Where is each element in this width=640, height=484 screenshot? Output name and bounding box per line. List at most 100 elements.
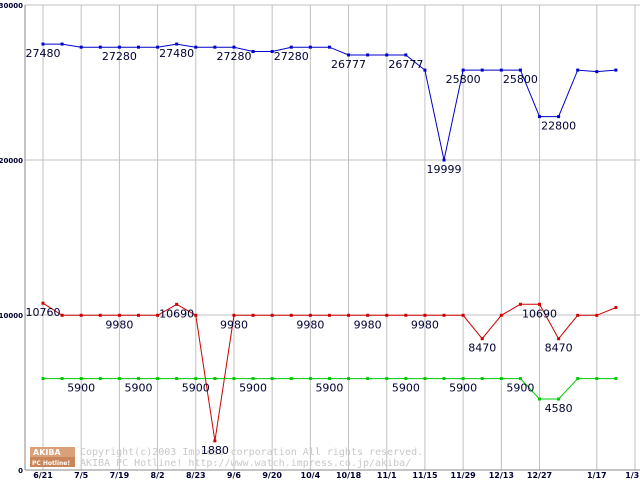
series-point-0 bbox=[442, 158, 446, 162]
series-point-1 bbox=[499, 313, 503, 317]
data-label: 26777 bbox=[388, 58, 423, 71]
series-point-0 bbox=[60, 42, 64, 46]
series-point-2 bbox=[156, 377, 160, 381]
series-point-0 bbox=[327, 45, 331, 49]
data-label: 5900 bbox=[315, 382, 343, 395]
x-tick-label: 7/5 bbox=[74, 471, 88, 480]
series-point-0 bbox=[423, 68, 427, 72]
series-point-0 bbox=[595, 70, 599, 74]
series-point-1 bbox=[194, 313, 198, 317]
data-label: 27280 bbox=[274, 50, 309, 63]
series-point-1 bbox=[557, 337, 561, 341]
data-label: 10690 bbox=[159, 307, 194, 320]
data-label: 26777 bbox=[331, 58, 366, 71]
x-tick-label: 10/4 bbox=[301, 471, 321, 480]
series-point-0 bbox=[308, 45, 312, 49]
data-label: 25800 bbox=[446, 73, 481, 86]
data-label: 9980 bbox=[296, 318, 324, 331]
series-point-1 bbox=[60, 313, 64, 317]
series-point-2 bbox=[557, 397, 561, 401]
series-point-2 bbox=[60, 377, 64, 381]
series-point-0 bbox=[194, 45, 198, 49]
x-tick-label: 1/31 bbox=[625, 471, 640, 480]
series-point-1 bbox=[461, 313, 465, 317]
series-point-1 bbox=[538, 302, 542, 306]
series-point-0 bbox=[156, 45, 160, 49]
data-label: 5900 bbox=[506, 382, 534, 395]
series-point-1 bbox=[404, 313, 408, 317]
data-label: 27480 bbox=[159, 47, 194, 60]
series-point-2 bbox=[270, 377, 274, 381]
data-label: 9980 bbox=[220, 318, 248, 331]
series-point-0 bbox=[213, 45, 217, 49]
x-tick-label: 11/1 bbox=[377, 471, 397, 480]
series-point-1 bbox=[213, 439, 217, 443]
series-point-2 bbox=[385, 377, 389, 381]
data-label: 10690 bbox=[522, 307, 557, 320]
data-label: 5900 bbox=[239, 382, 267, 395]
series-point-1 bbox=[595, 313, 599, 317]
series-point-1 bbox=[79, 313, 83, 317]
series-point-2 bbox=[576, 377, 580, 381]
series-point-1 bbox=[308, 313, 312, 317]
data-label: 25800 bbox=[503, 73, 538, 86]
series-point-1 bbox=[518, 302, 522, 306]
data-label: 8470 bbox=[468, 342, 496, 355]
y-tick-label: 10000 bbox=[0, 312, 23, 320]
series-point-2 bbox=[404, 377, 408, 381]
data-label: 27280 bbox=[102, 50, 137, 63]
data-label: 22800 bbox=[541, 120, 576, 133]
data-label: 5900 bbox=[67, 382, 95, 395]
series-point-1 bbox=[98, 313, 102, 317]
series-point-2 bbox=[366, 377, 370, 381]
x-tick-label: 11/29 bbox=[451, 471, 477, 480]
series-point-1 bbox=[175, 302, 179, 306]
series-point-2 bbox=[461, 377, 465, 381]
series-point-0 bbox=[270, 50, 274, 53]
data-label: 5900 bbox=[392, 382, 420, 395]
x-tick-label: 8/23 bbox=[186, 471, 206, 480]
series-point-2 bbox=[117, 377, 121, 381]
series-point-1 bbox=[136, 313, 140, 317]
series-point-1 bbox=[251, 313, 255, 317]
series-point-0 bbox=[251, 50, 255, 53]
x-tick-label: 1/17 bbox=[587, 471, 607, 480]
data-label: 19999 bbox=[427, 163, 462, 176]
data-label-layer: 27480 27280 27480 27280 27280 26777 26777 19999… bbox=[26, 47, 577, 457]
series-point-1 bbox=[327, 313, 331, 317]
series-point-0 bbox=[518, 68, 522, 72]
series-point-1 bbox=[423, 313, 427, 317]
series-point-0 bbox=[347, 53, 351, 57]
series-point-2 bbox=[538, 397, 542, 401]
series-point-0 bbox=[461, 68, 465, 72]
series-point-0 bbox=[480, 68, 484, 72]
series-point-1 bbox=[385, 313, 389, 317]
series-point-1 bbox=[117, 313, 121, 317]
series-point-2 bbox=[213, 377, 217, 381]
data-label: 9980 bbox=[354, 318, 382, 331]
x-tick-label: 6/21 bbox=[33, 471, 53, 480]
series-point-0 bbox=[404, 53, 408, 57]
grid-layer bbox=[25, 4, 640, 471]
series-point-1 bbox=[480, 337, 484, 341]
series-point-0 bbox=[175, 42, 179, 46]
x-tick-label: 8/2 bbox=[151, 471, 165, 480]
series-point-1 bbox=[232, 313, 236, 317]
y-tick-label: 20000 bbox=[0, 157, 23, 165]
data-label: 1880 bbox=[201, 444, 229, 457]
series-point-2 bbox=[98, 377, 102, 381]
series-point-2 bbox=[499, 377, 503, 381]
series-point-2 bbox=[518, 377, 522, 381]
series-point-2 bbox=[327, 377, 331, 381]
series-point-0 bbox=[614, 68, 618, 72]
series-point-2 bbox=[194, 377, 198, 381]
series-point-2 bbox=[79, 377, 83, 381]
series-point-0 bbox=[366, 53, 370, 57]
series-point-2 bbox=[442, 377, 446, 381]
series-point-2 bbox=[251, 377, 255, 381]
series-point-0 bbox=[79, 45, 83, 49]
series-point-1 bbox=[366, 313, 370, 317]
series-point-2 bbox=[289, 377, 293, 381]
